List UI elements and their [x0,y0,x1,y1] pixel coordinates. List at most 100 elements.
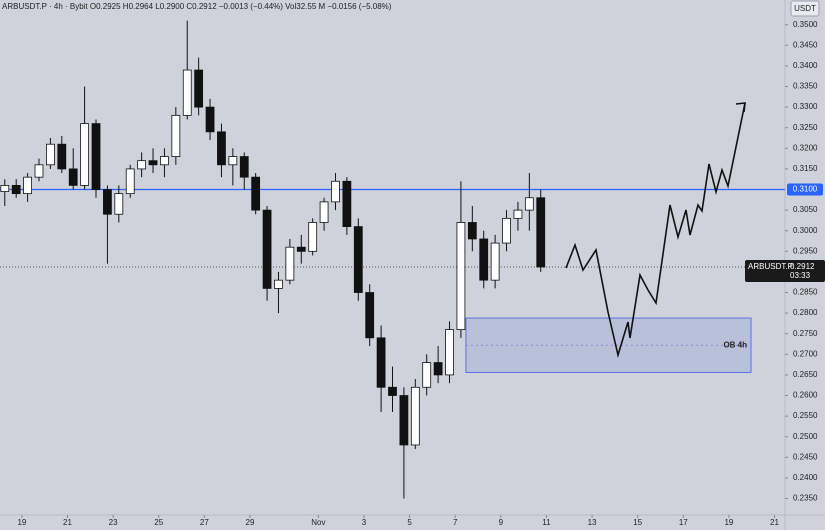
candle-body [456,222,466,330]
candle-body [410,386,420,446]
y-tick-label: 0.3000 [793,226,818,235]
candle-body [11,184,21,195]
candle-body [513,209,523,219]
x-tick-label: 29 [246,518,255,527]
candle-body [445,329,454,376]
plot-area [0,20,785,499]
x-tick-label: Nov [311,518,325,527]
x-tick-label: 27 [200,518,209,527]
candle-body [296,246,306,252]
candle-body [103,189,112,215]
candle-body [57,143,67,170]
candle-body [80,123,90,186]
candle-body [376,337,386,388]
last-price-countdown: 03:33 [790,271,811,280]
x-tick-label: 25 [154,518,163,527]
candle-body [23,176,32,195]
candle-body [91,123,101,190]
x-tick-label: 15 [633,518,642,527]
candle-body [536,197,546,268]
candle-body [262,209,272,289]
candle-body [148,160,158,166]
candle-body [467,222,477,240]
candle-body [365,292,375,339]
candle-body [182,69,192,116]
candle-body [399,395,409,446]
order-block-label: OB 4h [723,340,747,349]
y-tick-label: 0.2700 [793,349,818,358]
x-tick-label: 21 [770,518,779,527]
candle-body [319,201,329,223]
y-tick-label: 0.2950 [793,246,818,255]
projection-arrowhead [735,102,746,113]
y-tick-label: 0.3350 [793,82,818,91]
x-tick-label: 11 [542,518,551,527]
candle-body [285,246,295,281]
last-price-name: ARBUSDT.P [748,262,793,271]
x-tick-label: 21 [63,518,72,527]
y-tick-label: 0.2450 [793,452,818,461]
candle-body [331,180,340,203]
y-tick-label: 0.3450 [793,40,818,49]
candle-body [239,156,249,178]
x-tick-label: 17 [679,518,688,527]
candle-body [137,160,147,170]
candle-body [68,168,78,186]
order-block-zone [465,317,752,373]
last-price-box [745,259,825,282]
candle-body [228,156,238,166]
y-tick-label: 0.2600 [793,391,818,400]
candle-body [433,362,443,376]
candle-body [0,184,10,192]
candle-body [194,69,204,108]
candle-body [479,238,489,281]
candle-body [34,164,44,178]
x-tick-label: 23 [109,518,118,527]
candle-body [251,176,261,211]
candle-body [160,156,169,166]
candle-body [422,362,432,388]
chart-header: ARBUSDT.P · 4h · Bybit O0.2925 H0.2964 L… [2,2,392,11]
currency-label[interactable]: USDT [794,4,816,13]
candle-body [353,226,363,293]
y-tick-label: 0.2650 [793,370,818,379]
level-label-box [787,183,823,196]
currency-box [790,0,820,17]
y-tick-label: 0.2350 [793,494,818,503]
x-tick-label: 5 [407,518,412,527]
x-tick-label: 13 [588,518,597,527]
y-tick-label: 0.3500 [793,20,818,29]
y-tick-label: 0.2850 [793,288,818,297]
y-tick-label: 0.3200 [793,143,818,152]
y-tick-label: 0.3250 [793,123,818,132]
y-tick-label: 0.2800 [793,308,818,317]
last-price-value: 0.2912 [790,262,815,271]
candle-body [342,180,352,227]
candle-body [171,114,181,157]
candle-body [388,386,397,396]
candle-body [46,143,55,166]
level-label: 0.3100 [793,185,818,194]
y-tick-label: 0.2550 [793,411,818,420]
x-tick-label: 9 [499,518,504,527]
y-tick-label: 0.3300 [793,102,818,111]
y-tick-label: 0.3150 [793,164,818,173]
candle-body [205,106,215,133]
x-tick-label: 19 [724,518,733,527]
candle-body [114,193,124,215]
candle-body [490,242,500,281]
candle-body [217,131,226,166]
candle-body [274,279,283,289]
x-tick-label: 3 [362,518,367,527]
y-tick-label: 0.2400 [793,473,818,482]
y-tick-label: 0.3400 [793,61,818,70]
x-tick-label: 7 [453,518,458,527]
x-tick-label: 19 [17,518,26,527]
y-tick-label: 0.3050 [793,205,818,214]
candle-body [524,197,534,211]
y-tick-label: 0.2500 [793,432,818,441]
candle-body [308,222,318,252]
y-tick-label: 0.2750 [793,329,818,338]
